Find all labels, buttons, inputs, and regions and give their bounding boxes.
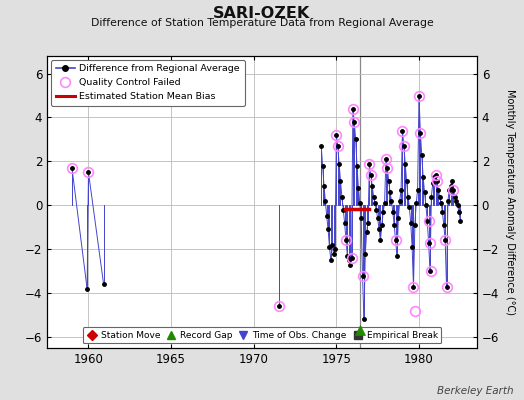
Text: Difference of Station Temperature Data from Regional Average: Difference of Station Temperature Data f… bbox=[91, 18, 433, 28]
Y-axis label: Monthly Temperature Anomaly Difference (°C): Monthly Temperature Anomaly Difference (… bbox=[505, 89, 515, 315]
Text: Berkeley Earth: Berkeley Earth bbox=[437, 386, 514, 396]
Legend: Station Move, Record Gap, Time of Obs. Change, Empirical Break: Station Move, Record Gap, Time of Obs. C… bbox=[83, 327, 441, 344]
Text: SARI-OZEK: SARI-OZEK bbox=[213, 6, 311, 21]
